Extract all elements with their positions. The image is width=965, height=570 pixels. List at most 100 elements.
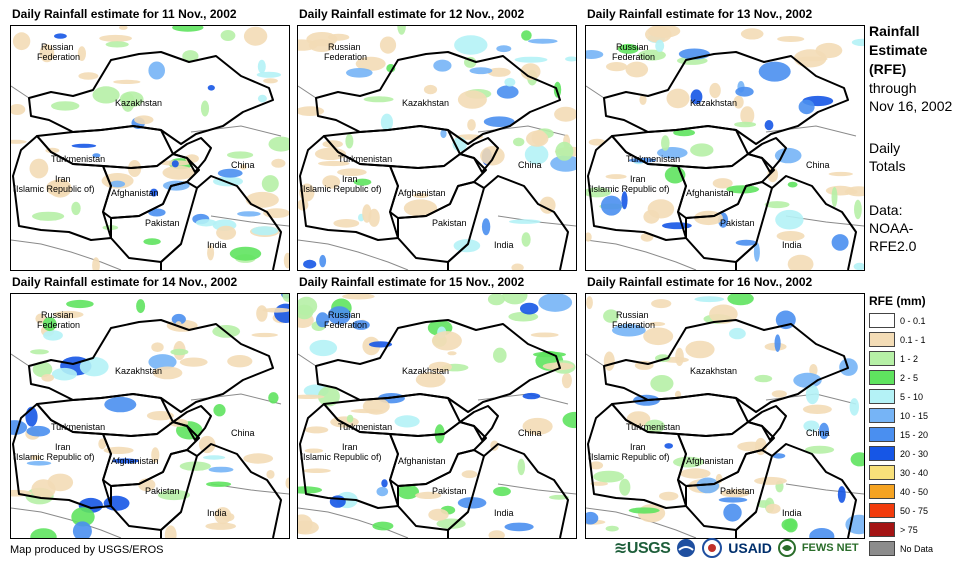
legend-label: 0 - 0.1 bbox=[900, 315, 926, 326]
rainfall-map: Russian Federation Kazakhstan Turkmenistan C… bbox=[297, 293, 577, 539]
logos: ≋USGS USAID FEWS NET bbox=[614, 538, 859, 558]
country-label-china: China bbox=[806, 428, 830, 438]
fews-globe-icon bbox=[777, 539, 796, 557]
legend-swatch bbox=[869, 522, 895, 537]
legend-swatch bbox=[869, 484, 895, 499]
country-label-china: China bbox=[231, 428, 255, 438]
country-label-pakistan: Pakistan bbox=[432, 218, 467, 228]
country-label-iran-1: Iran bbox=[630, 442, 646, 452]
country-label-turkmenistan: Turkmenistan bbox=[51, 422, 105, 432]
country-label-china: China bbox=[518, 160, 542, 170]
legend-swatch bbox=[869, 332, 895, 347]
totals-label: Totals bbox=[869, 158, 906, 174]
legend-label: 15 - 20 bbox=[900, 429, 929, 440]
country-label-turkmenistan: Turkmenistan bbox=[338, 422, 392, 432]
legend-label: 10 - 15 bbox=[900, 410, 929, 421]
rainfall-map: Russian Federation Kazakhstan Turkmenistan C… bbox=[297, 25, 577, 271]
country-borders bbox=[587, 51, 857, 270]
legend-label: 50 - 75 bbox=[900, 505, 929, 516]
rainfall-patches bbox=[586, 26, 864, 270]
country-label-china: China bbox=[231, 160, 255, 170]
legend-items: 0 - 0.1 0.1 - 1 1 - 2 2 - 5 5 - 10 10 - 15 15 … bbox=[869, 311, 933, 558]
legend-label: 2 - 5 bbox=[900, 372, 919, 383]
rfe-title: Rainfall Estimate (RFE) bbox=[869, 22, 965, 79]
rfe-title-line: Estimate bbox=[869, 42, 928, 58]
panel-title: Daily Rainfall estimate for 14 Nov., 200… bbox=[12, 275, 238, 289]
country-label-india: India bbox=[494, 240, 514, 250]
coastline bbox=[298, 85, 576, 270]
country-label-iran-2: (Islamic Republic of) bbox=[588, 452, 670, 462]
legend-item: 40 - 50 bbox=[869, 482, 933, 501]
country-label-pakistan: Pakistan bbox=[145, 486, 180, 496]
legend-swatch bbox=[869, 408, 895, 423]
data-source-label: Data: bbox=[869, 202, 903, 218]
country-label-india: India bbox=[207, 508, 227, 518]
nws-logo-icon bbox=[702, 538, 723, 558]
country-label-russia-1: Russian bbox=[328, 310, 361, 320]
rainfall-patches bbox=[586, 294, 864, 538]
country-label-iran-2: (Islamic Republic of) bbox=[588, 184, 670, 194]
panel-title: Daily Rainfall estimate for 15 Nov., 200… bbox=[299, 275, 525, 289]
panel-title: Daily Rainfall estimate for 13 Nov., 200… bbox=[587, 7, 813, 21]
country-label-russia-2: Federation bbox=[37, 320, 80, 330]
coastline bbox=[586, 85, 864, 270]
noaa-logo-icon bbox=[677, 539, 696, 557]
legend-item: 50 - 75 bbox=[869, 501, 933, 520]
country-borders bbox=[299, 51, 569, 270]
country-label-iran-2: (Islamic Republic of) bbox=[300, 452, 382, 462]
country-label-iran-1: Iran bbox=[342, 174, 358, 184]
side-info: Rainfall Estimate (RFE) through Nov 16, … bbox=[869, 22, 965, 255]
country-label-iran-1: Iran bbox=[55, 174, 71, 184]
legend-item: 1 - 2 bbox=[869, 349, 933, 368]
legend-label: 20 - 30 bbox=[900, 448, 929, 459]
country-label-russia-2: Federation bbox=[37, 52, 80, 62]
country-label-pakistan: Pakistan bbox=[720, 218, 755, 228]
country-label-china: China bbox=[518, 428, 542, 438]
legend-swatch bbox=[869, 389, 895, 404]
through-label: through bbox=[869, 80, 917, 96]
legend-swatch bbox=[869, 313, 895, 328]
legend-item: 2 - 5 bbox=[869, 368, 933, 387]
country-borders bbox=[12, 319, 282, 538]
country-label-iran-1: Iran bbox=[342, 442, 358, 452]
country-label-russia-1: Russian bbox=[41, 42, 74, 52]
panel-title: Daily Rainfall estimate for 16 Nov., 200… bbox=[587, 275, 813, 289]
rainfall-map: Russian Federation Kazakhstan Turkmenistan C… bbox=[585, 25, 865, 271]
legend-item: No Data bbox=[869, 539, 933, 558]
country-borders bbox=[587, 319, 857, 538]
country-label-afghanistan: Afghanistan bbox=[686, 456, 734, 466]
country-label-russia-1: Russian bbox=[616, 42, 649, 52]
country-label-kazakhstan: Kazakhstan bbox=[402, 98, 449, 108]
panel-title: Daily Rainfall estimate for 11 Nov., 200… bbox=[12, 7, 237, 21]
rfe-title-line: (RFE) bbox=[869, 61, 907, 77]
country-label-india: India bbox=[494, 508, 514, 518]
coastline bbox=[11, 85, 289, 270]
legend-swatch bbox=[869, 351, 895, 366]
legend-item: > 75 bbox=[869, 520, 933, 539]
legend-item: 30 - 40 bbox=[869, 463, 933, 482]
country-label-turkmenistan: Turkmenistan bbox=[626, 422, 680, 432]
rainfall-patches bbox=[11, 26, 289, 270]
country-label-russia-2: Federation bbox=[612, 52, 655, 62]
legend-label: 40 - 50 bbox=[900, 486, 929, 497]
country-label-turkmenistan: Turkmenistan bbox=[338, 154, 392, 164]
country-label-iran-1: Iran bbox=[55, 442, 71, 452]
coastline bbox=[11, 353, 289, 538]
country-label-afghanistan: Afghanistan bbox=[398, 188, 446, 198]
rainfall-map: Russian Federation Kazakhstan Turkmenistan C… bbox=[10, 25, 290, 271]
country-label-india: India bbox=[782, 508, 802, 518]
legend-item: 20 - 30 bbox=[869, 444, 933, 463]
through-date: Nov 16, 2002 bbox=[869, 98, 953, 114]
country-label-afghanistan: Afghanistan bbox=[686, 188, 734, 198]
country-label-kazakhstan: Kazakhstan bbox=[690, 98, 737, 108]
rainfall-patches bbox=[298, 26, 576, 270]
country-label-russia-1: Russian bbox=[616, 310, 649, 320]
country-borders bbox=[12, 51, 282, 270]
country-label-afghanistan: Afghanistan bbox=[111, 456, 159, 466]
country-label-afghanistan: Afghanistan bbox=[398, 456, 446, 466]
data-source-value: NOAA- bbox=[869, 220, 914, 236]
country-label-afghanistan: Afghanistan bbox=[111, 188, 159, 198]
rfe-legend: RFE (mm) 0 - 0.1 0.1 - 1 1 - 2 2 - 5 5 - 10 1… bbox=[869, 294, 933, 558]
